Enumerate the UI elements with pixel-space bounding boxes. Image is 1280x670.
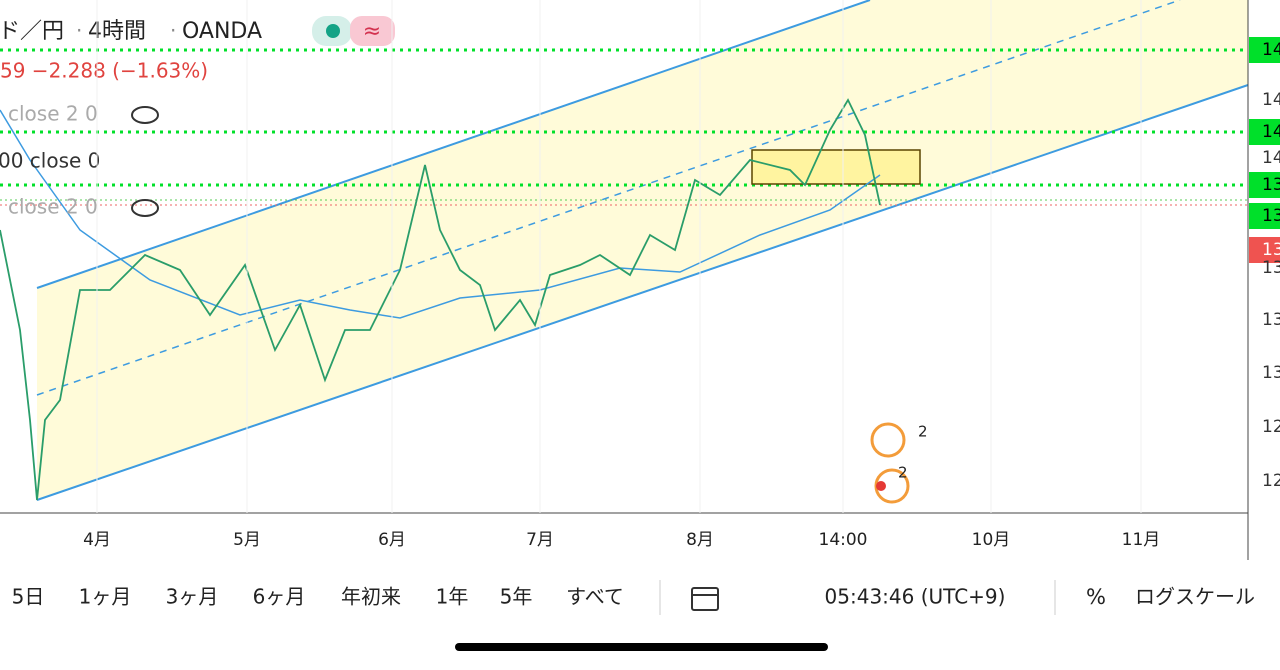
range-button[interactable]: 3ヶ月 bbox=[166, 585, 219, 609]
event-dot bbox=[876, 481, 886, 491]
time-label: 8月 bbox=[686, 530, 714, 550]
channel-mid bbox=[36, 0, 1181, 396]
price-tag bbox=[1249, 119, 1280, 145]
price-tag bbox=[1249, 37, 1280, 63]
price-label: 12 bbox=[1262, 417, 1280, 437]
range-button[interactable]: 5年 bbox=[500, 585, 533, 609]
sep: · bbox=[170, 19, 176, 43]
price-label: 13 bbox=[1262, 175, 1280, 195]
visibility-icon[interactable] bbox=[131, 199, 159, 217]
price-label: 13 bbox=[1262, 363, 1280, 383]
source: OANDA bbox=[182, 19, 262, 44]
goto-date-icon[interactable] bbox=[691, 587, 719, 611]
price-tag bbox=[1249, 237, 1280, 263]
price-label: 14 bbox=[1262, 40, 1280, 60]
range-button[interactable]: 1年 bbox=[436, 585, 469, 609]
price-label: 13 bbox=[1262, 206, 1280, 226]
price-label: 13 bbox=[1262, 258, 1280, 278]
price-label: 14 bbox=[1262, 148, 1280, 168]
clock[interactable]: 05:43:46 (UTC+9) bbox=[825, 585, 1006, 609]
legend-item: close 2 0 bbox=[8, 102, 98, 126]
moving-average bbox=[0, 109, 881, 319]
time-label: 4月 bbox=[83, 530, 111, 550]
visibility-icon[interactable] bbox=[131, 106, 159, 124]
interval: 4時間 bbox=[88, 19, 146, 44]
price-label: 14 bbox=[1262, 122, 1280, 142]
range-button[interactable]: 5日 bbox=[12, 585, 45, 609]
range-button[interactable]: すべて bbox=[566, 585, 624, 609]
sep: · bbox=[76, 19, 82, 43]
range-button[interactable]: 6ヶ月 bbox=[253, 585, 306, 609]
time-label: 11月 bbox=[1122, 530, 1161, 550]
log-toggle[interactable]: ログスケール bbox=[1135, 585, 1255, 609]
event-count[interactable]: 2 bbox=[918, 423, 928, 441]
price-change: 59 −2.288 (−1.63%) bbox=[0, 59, 208, 83]
price-tag bbox=[1249, 172, 1280, 198]
range-button[interactable]: 1ヶ月 bbox=[79, 585, 132, 609]
channel-top bbox=[36, 0, 871, 289]
levels bbox=[0, 48, 1248, 187]
indicator-icon: ≈ bbox=[363, 19, 381, 44]
price-tag bbox=[1249, 203, 1280, 229]
symbol: ド／円 bbox=[0, 19, 64, 44]
status-dot bbox=[326, 24, 340, 38]
time-label: 14:00 bbox=[819, 530, 868, 550]
time-label: 7月 bbox=[526, 530, 554, 550]
time-label: 5月 bbox=[233, 530, 261, 550]
time-label: 10月 bbox=[972, 530, 1011, 550]
indicator-pill bbox=[350, 16, 395, 46]
legend-item: 00 close 0 bbox=[0, 149, 100, 173]
home-indicator bbox=[455, 643, 828, 651]
legend-item: close 2 0 bbox=[8, 195, 98, 219]
time-label: 6月 bbox=[378, 530, 406, 550]
channel-bottom bbox=[36, 84, 1249, 501]
price-label: 12 bbox=[1262, 471, 1280, 491]
event-icon[interactable] bbox=[870, 422, 906, 458]
price-line bbox=[0, 98, 881, 501]
price-label: 13 bbox=[1262, 310, 1280, 330]
zone-box bbox=[751, 149, 921, 185]
range-button[interactable]: 年初来 bbox=[341, 585, 401, 609]
percent-toggle[interactable]: % bbox=[1086, 585, 1106, 609]
price-label: 13 bbox=[1262, 240, 1280, 260]
event-count[interactable]: 2 bbox=[898, 464, 908, 482]
price-label: 14 bbox=[1262, 90, 1280, 110]
